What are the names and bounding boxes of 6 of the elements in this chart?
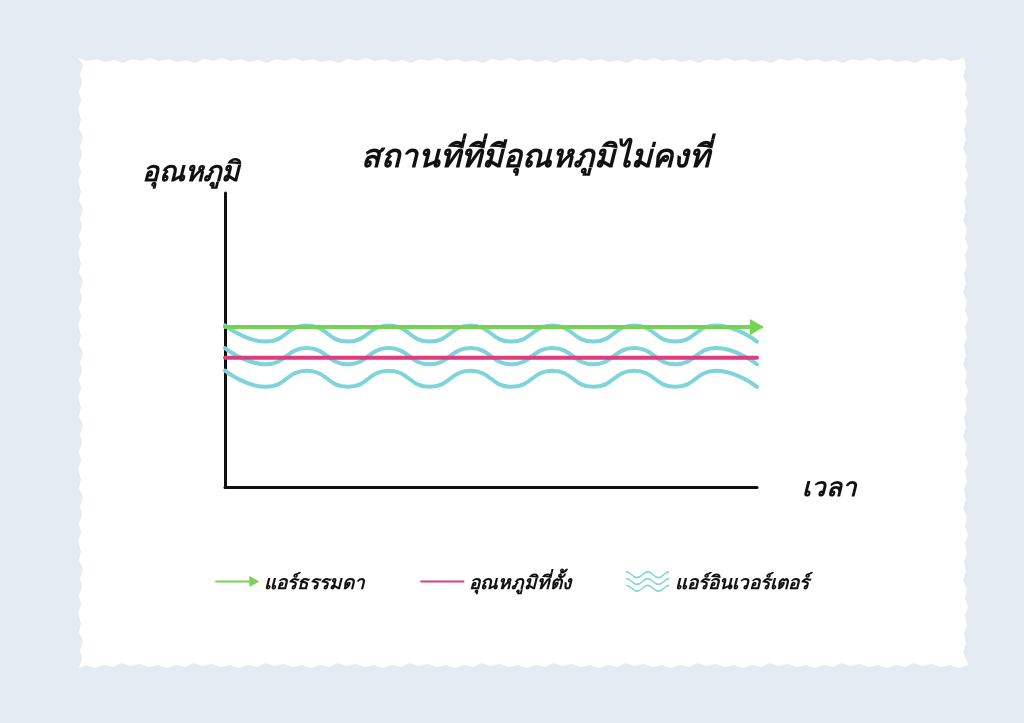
chart-title: สถานที่ที่มีอุณหภูมิไม่คงที่: [360, 133, 716, 176]
legend-label: แอร์อินเวอร์เตอร์: [674, 570, 814, 593]
y-axis-title: อุณหภูมิ: [142, 154, 242, 189]
legend-label: อุณหภูมิที่ตั้ง: [469, 567, 574, 595]
x-axis-title: เวลา: [802, 472, 858, 502]
legend-label: แอร์ธรรมดา: [264, 570, 367, 593]
